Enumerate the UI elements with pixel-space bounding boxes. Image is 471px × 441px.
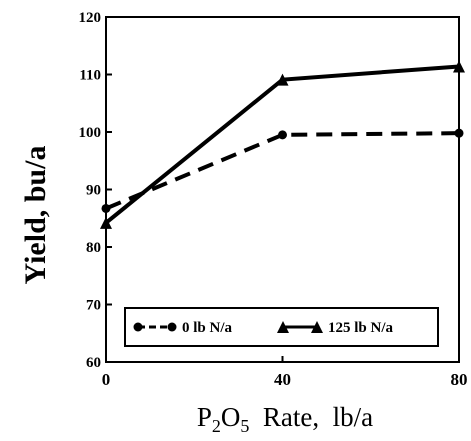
- x-axis-label-rest: Rate, lb/a: [249, 402, 373, 432]
- legend-marker: [311, 321, 323, 333]
- x-axis-label-sub5: 5: [240, 416, 249, 436]
- data-point-series-1: [276, 73, 289, 86]
- y-axis-label: Yield, bu/a: [19, 146, 52, 285]
- series-line-0: [105, 131, 460, 211]
- plot-area-frame: [105, 16, 460, 363]
- legend-label: 125 lb N/a: [328, 320, 394, 336]
- y-tick-label: 100: [79, 125, 102, 141]
- y-tick-label: 70: [86, 298, 101, 314]
- y-axis-ticks: 60 70 80 90 100 110 120: [79, 10, 112, 371]
- legend: 0 lb N/a 125 lb N/a: [124, 307, 439, 347]
- x-axis-ticks: 0 40 80: [102, 356, 468, 389]
- x-tick-label: 80: [451, 370, 468, 389]
- x-axis-label-sub2: 2: [212, 416, 221, 436]
- y-tick-label: 80: [86, 240, 101, 256]
- legend-marker: [133, 322, 143, 332]
- x-axis-label-o: O: [221, 402, 241, 432]
- data-point-series-0: [278, 130, 287, 140]
- series-line-1: [104, 64, 460, 225]
- y-tick-label: 90: [86, 183, 101, 199]
- x-axis-label: P2O5 Rate, lb/a: [197, 402, 373, 436]
- x-tick-label: 40: [274, 370, 291, 389]
- y-tick-label: 60: [86, 355, 101, 371]
- y-tick-label: 110: [79, 68, 101, 84]
- legend-marker: [277, 321, 289, 333]
- y-tick-label: 120: [79, 10, 102, 26]
- x-axis-label-p: P: [197, 402, 212, 432]
- legend-label: 0 lb N/a: [182, 320, 233, 336]
- x-tick-label: 0: [102, 370, 111, 389]
- legend-marker: [167, 322, 177, 332]
- series-layer: [100, 60, 465, 229]
